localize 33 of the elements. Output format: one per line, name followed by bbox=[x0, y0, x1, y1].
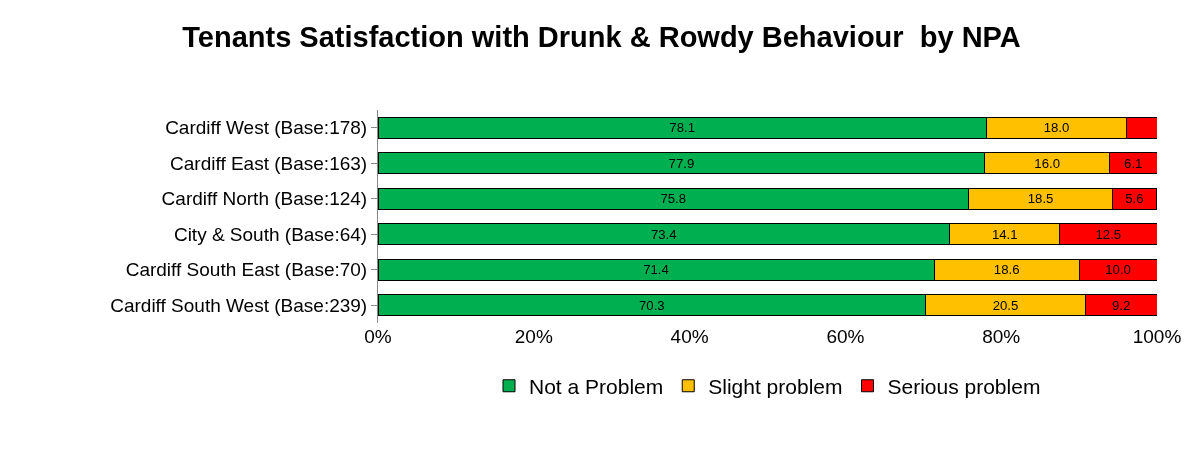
x-tick-label: 80% bbox=[982, 326, 1021, 347]
x-tick-label: 40% bbox=[670, 326, 709, 347]
data-label: 18.5 bbox=[1027, 191, 1054, 207]
chart-title: Tenants Satisfaction with Drunk & Rowdy Behaviour by NPA bbox=[182, 21, 1021, 54]
data-label: 6.1 bbox=[1124, 155, 1143, 171]
data-label: 5.6 bbox=[1125, 191, 1144, 207]
legend-label: Serious problem bbox=[887, 374, 1041, 398]
legend-label: Slight problem bbox=[708, 374, 843, 398]
y-tick-label: Cardiff West (Base:178) bbox=[165, 117, 368, 139]
legend-label: Not a Problem bbox=[529, 374, 664, 398]
x-tick-label: 100% bbox=[1132, 326, 1182, 347]
y-tick-label: Cardiff South West (Base:239) bbox=[110, 294, 368, 316]
data-label: 70.3 bbox=[638, 297, 665, 313]
y-tick-label: Cardiff North (Base:124) bbox=[161, 188, 368, 210]
data-label: 75.8 bbox=[660, 191, 687, 207]
data-label: 14.1 bbox=[991, 226, 1018, 242]
x-tick-label: 60% bbox=[826, 326, 865, 347]
data-label: 73.4 bbox=[650, 226, 677, 242]
x-tick-label: 0% bbox=[364, 326, 392, 347]
data-label: 9.2 bbox=[1111, 297, 1131, 313]
data-label: 10.0 bbox=[1105, 262, 1131, 278]
data-label: 77.9 bbox=[668, 155, 695, 171]
data-label: 12.5 bbox=[1095, 226, 1122, 242]
data-label: 78.1 bbox=[669, 120, 696, 136]
y-tick-label: Cardiff South East (Base:70) bbox=[125, 259, 368, 281]
data-label: 20.5 bbox=[992, 297, 1019, 313]
y-tick-label: City & South (Base:64) bbox=[173, 223, 368, 245]
x-tick-label: 20% bbox=[514, 326, 553, 347]
y-tick-label: Cardiff East (Base:163) bbox=[170, 152, 368, 174]
data-label: 16.0 bbox=[1034, 155, 1060, 171]
data-label: 18.6 bbox=[993, 262, 1020, 278]
data-label: 18.0 bbox=[1043, 120, 1070, 136]
data-label: 71.4 bbox=[643, 262, 669, 278]
